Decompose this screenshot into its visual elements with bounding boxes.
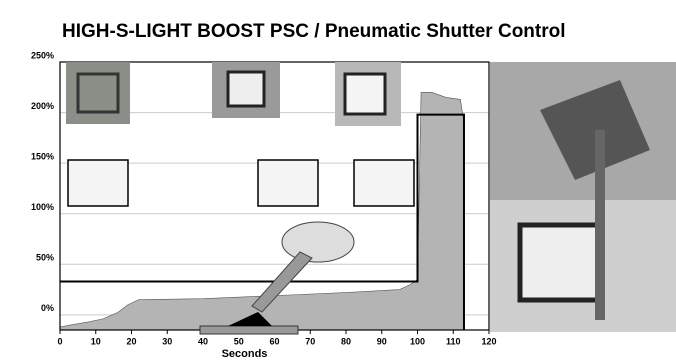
y-tick-label: 100% (31, 202, 54, 212)
x-tick-label: 30 (162, 336, 172, 346)
chart-title: HIGH-S-LIGHT BOOST PSC / Pneumatic Shutt… (62, 21, 566, 42)
y-tick-label: 150% (31, 152, 54, 162)
x-tick-label: 40 (198, 336, 208, 346)
photo-detail (228, 72, 264, 106)
x-tick-label: 20 (126, 336, 136, 346)
x-tick-label: 70 (305, 336, 315, 346)
x-axis-label: Seconds (222, 348, 268, 360)
photo-stand (595, 130, 605, 320)
y-tick-label: 200% (31, 101, 54, 111)
x-tick-label: 110 (446, 336, 461, 346)
lamp-icon (68, 160, 128, 206)
lamp-icon (258, 160, 318, 206)
chart: HIGH-S-LIGHT BOOST PSC / Pneumatic Shutt… (0, 0, 676, 362)
lamp-icon (354, 160, 414, 206)
x-tick-label: 120 (481, 336, 496, 346)
photo-detail (345, 74, 385, 114)
photo-lamp (520, 225, 600, 300)
photo (66, 62, 130, 124)
x-tick-label: 100 (410, 336, 425, 346)
x-tick-label: 90 (377, 336, 387, 346)
x-tick-label: 10 (91, 336, 101, 346)
x-tick-label: 0 (57, 336, 62, 346)
y-tick-label: 250% (31, 50, 54, 60)
reflector (282, 222, 354, 262)
x-tick-label: 50 (234, 336, 244, 346)
y-tick-label: 50% (36, 253, 54, 263)
x-tick-label: 80 (341, 336, 351, 346)
x-tick-label: 60 (269, 336, 279, 346)
y-tick-label: 0% (41, 303, 54, 313)
base (200, 326, 298, 334)
